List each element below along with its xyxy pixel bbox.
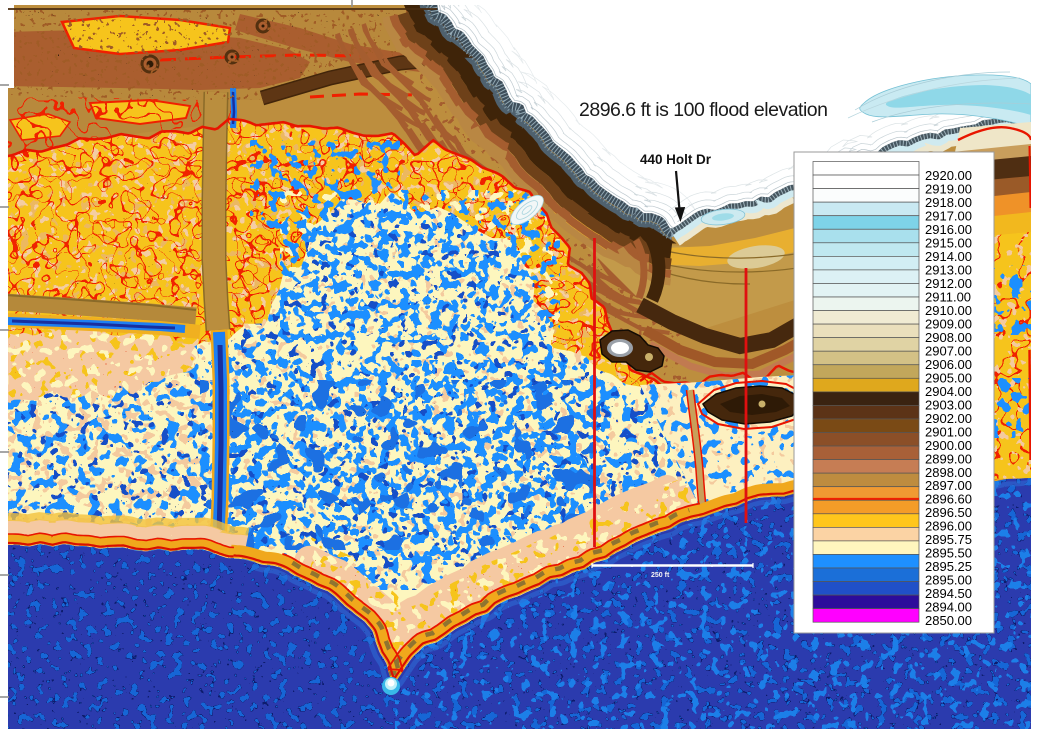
svg-text:2850.00: 2850.00 <box>925 613 972 628</box>
svg-text:2920.00: 2920.00 <box>925 168 972 183</box>
svg-text:2903.00: 2903.00 <box>925 397 972 412</box>
svg-text:2906.00: 2906.00 <box>925 357 972 372</box>
svg-text:2915.00: 2915.00 <box>925 236 972 251</box>
svg-text:2896.60: 2896.60 <box>925 492 972 507</box>
svg-text:2901.00: 2901.00 <box>925 424 972 439</box>
svg-text:2907.00: 2907.00 <box>925 343 972 358</box>
svg-text:2894.50: 2894.50 <box>925 586 972 601</box>
svg-text:2897.00: 2897.00 <box>925 478 972 493</box>
svg-text:2904.00: 2904.00 <box>925 384 972 399</box>
svg-text:2894.00: 2894.00 <box>925 600 972 615</box>
svg-text:2911.00: 2911.00 <box>925 290 971 305</box>
svg-text:2895.50: 2895.50 <box>925 546 972 561</box>
svg-text:2896.6 ft is 100 flood elevati: 2896.6 ft is 100 flood elevation <box>579 99 828 121</box>
svg-text:2896.00: 2896.00 <box>925 519 972 534</box>
svg-text:2909.00: 2909.00 <box>925 316 972 331</box>
svg-text:2912.00: 2912.00 <box>925 276 972 291</box>
svg-text:2895.00: 2895.00 <box>925 573 972 588</box>
svg-text:2908.00: 2908.00 <box>925 330 972 345</box>
svg-text:2900.00: 2900.00 <box>925 438 972 453</box>
svg-text:250 ft: 250 ft <box>651 572 670 579</box>
svg-text:2902.00: 2902.00 <box>925 411 972 426</box>
svg-text:2918.00: 2918.00 <box>925 195 972 210</box>
svg-text:2913.00: 2913.00 <box>925 263 972 278</box>
svg-text:2914.00: 2914.00 <box>925 249 972 264</box>
svg-text:2896.50: 2896.50 <box>925 505 972 520</box>
svg-text:2910.00: 2910.00 <box>925 303 972 318</box>
svg-text:2905.00: 2905.00 <box>925 370 972 385</box>
svg-text:2919.00: 2919.00 <box>925 182 972 197</box>
svg-text:2898.00: 2898.00 <box>925 465 972 480</box>
svg-text:440 Holt Dr: 440 Holt Dr <box>640 152 712 167</box>
svg-text:2895.75: 2895.75 <box>925 532 972 547</box>
svg-text:2916.00: 2916.00 <box>925 222 972 237</box>
svg-text:2899.00: 2899.00 <box>925 451 972 466</box>
svg-text:2917.00: 2917.00 <box>925 209 972 224</box>
svg-text:2895.25: 2895.25 <box>925 559 972 574</box>
